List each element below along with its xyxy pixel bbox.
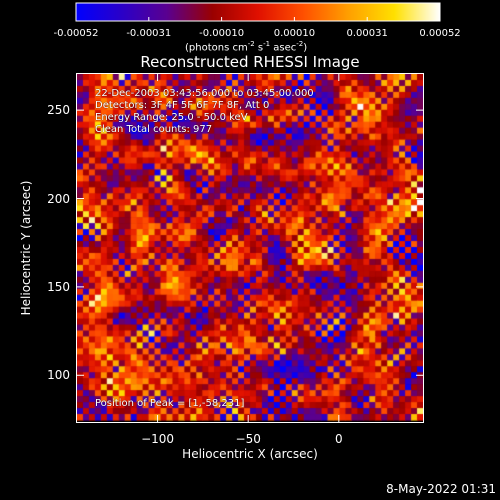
- y-tick-label: 150: [47, 279, 70, 294]
- x-tick-label: −100: [141, 432, 175, 446]
- colorbar-tick-label: -0.00010: [199, 28, 245, 39]
- heatmap-plot-area: 22-Dec-2003 03:43:56.000 to 03:45:00.000…: [76, 73, 424, 423]
- colorbar-tick-label: 0.00052: [419, 28, 461, 39]
- peak-position-annotation: Position of Peak = [1,-58,231]: [95, 398, 245, 409]
- time-range-annotation: 22-Dec-2003 03:43:56.000 to 03:45:00.000: [95, 88, 314, 99]
- timestamp-footer: 8-May-2022 01:31: [386, 482, 496, 496]
- clean-counts-annotation: Clean Total counts: 977: [95, 124, 213, 135]
- colorbar-tick-labels: -0.00052 -0.00031 -0.00010 0.00010 0.00031 0.…: [0, 0, 500, 40]
- colorbar-tick-label: 0.00031: [346, 28, 388, 39]
- colorbar-unit-label: (photons cm-2 s-1 asec-2): [185, 40, 308, 54]
- energy-range-annotation: Energy Range: 25.0 - 50.0 keV: [95, 112, 248, 123]
- colorbar: [75, 2, 441, 22]
- reconstructed-image-heatmap: [77, 74, 423, 422]
- y-tick-label: 100: [47, 368, 70, 383]
- colorbar-tick-label: 0.00010: [273, 28, 316, 39]
- y-tick-label: 250: [47, 103, 70, 118]
- x-tick-label: −50: [235, 432, 261, 446]
- image-title: Reconstructed RHESSI Image: [140, 53, 360, 71]
- x-tick-label: 0: [334, 432, 343, 446]
- colorbar-gradient: [75, 2, 441, 22]
- colorbar-tick-label: -0.00031: [126, 28, 172, 39]
- x-axis-label: Heliocentric X (arcsec): [182, 447, 318, 461]
- y-tick-label: 200: [47, 191, 70, 206]
- detectors-annotation: Detectors: 3F 4F 5F 6F 7F 8F, Att 0: [95, 100, 270, 111]
- colorbar-tick-label: -0.00052: [53, 28, 99, 39]
- y-axis-label: Heliocentric Y (arcsec): [19, 180, 33, 316]
